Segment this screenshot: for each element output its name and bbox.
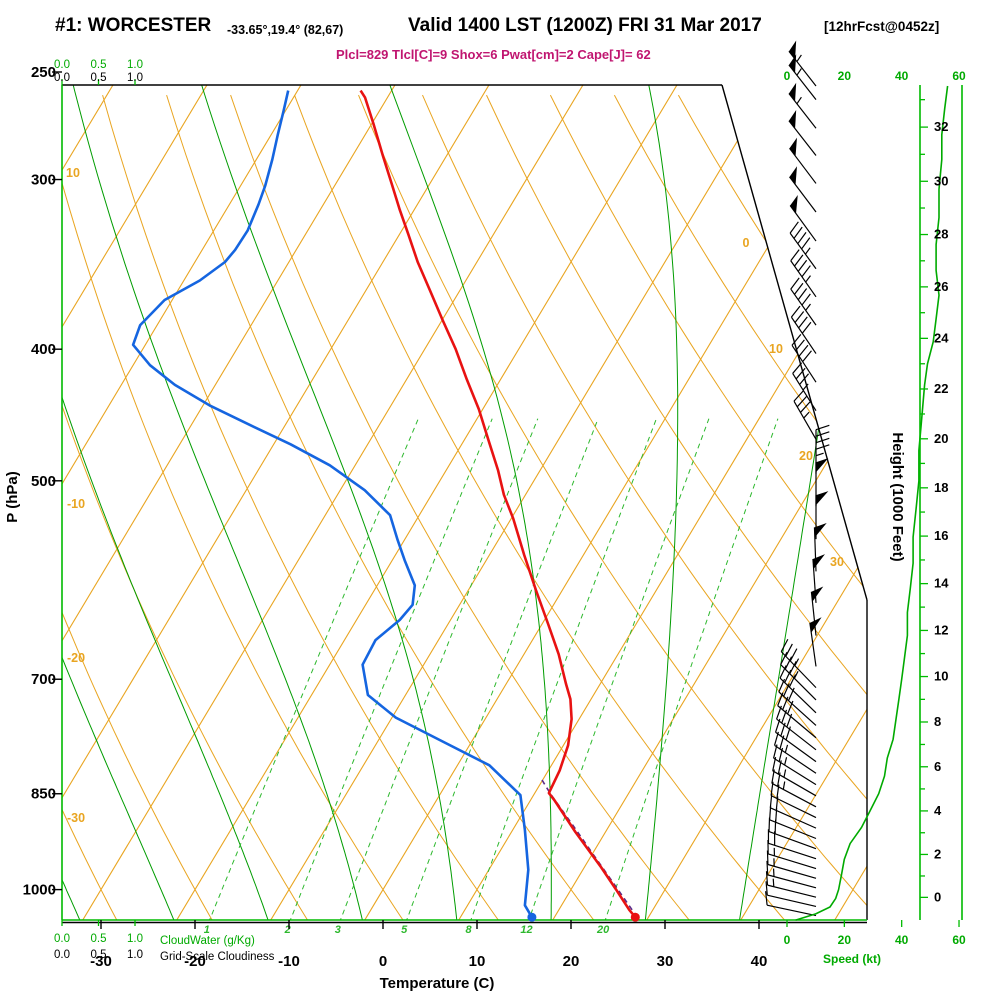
- temperature-tick-label: 10: [469, 953, 486, 970]
- pressure-tick-label: 850: [31, 786, 56, 803]
- forecast-tag: [12hrFcst@0452z]: [824, 19, 940, 34]
- pressure-tick-label: 400: [31, 341, 56, 358]
- height-tick-label: 0: [934, 889, 941, 904]
- isotherm-adiabat-labels: 10 -10 -20 -30 0 10 20 30: [66, 166, 844, 825]
- dewpoint-curve: [131, 90, 534, 918]
- temperature-axis: -30 -20 -10 0 10 20 30 40: [90, 920, 767, 970]
- station-title: #1: WORCESTER: [55, 15, 212, 36]
- height-tick-label: 6: [934, 759, 941, 774]
- pressure-tick-label: 500: [31, 473, 56, 490]
- isotherm-label: 20: [799, 449, 813, 463]
- height-tick-label: 26: [934, 279, 948, 294]
- dry-adiabat-label: -10: [67, 497, 85, 511]
- height-tick-label: 4: [934, 803, 942, 818]
- cloudwater-tick-label: 1.0: [127, 59, 143, 71]
- height-tick-label: 10: [934, 669, 948, 684]
- pressure-tick-label: 700: [31, 671, 56, 688]
- pressure-axis: 250 300 400 500 700 850 1000: [23, 64, 62, 899]
- mixing-ratio-label: 5: [401, 924, 408, 936]
- speed-tick-label: 60: [952, 69, 966, 83]
- cloudiness-tick-label: 0.5: [91, 72, 107, 84]
- speed-axis-title: Speed (kt): [823, 952, 881, 966]
- speed-tick-label: 60: [952, 933, 966, 947]
- height-tick-label: 24: [934, 330, 949, 345]
- temperature-tick-label: -20: [184, 953, 206, 970]
- cloudiness-tick-label: 0.0: [54, 72, 70, 84]
- pressure-tick-label: 250: [31, 64, 56, 81]
- temperature-tick-label: 20: [563, 953, 580, 970]
- isotherm-label: 10: [769, 342, 783, 356]
- temperature-tick-label: -30: [90, 953, 112, 970]
- speed-tick-label: 40: [895, 69, 909, 83]
- speed-tick-label: 20: [838, 69, 852, 83]
- surface-temperature-dot: [630, 912, 640, 922]
- cloudwater-tick-label: 0.0: [54, 59, 70, 71]
- mixing-ratio-label: 8: [465, 924, 472, 936]
- cloudiness-tick-label: 1.0: [127, 949, 143, 961]
- wind-speed-curve: [795, 85, 949, 921]
- pressure-tick-label: 300: [31, 172, 56, 189]
- dry-adiabat-label: 10: [66, 166, 80, 180]
- height-tick-label: 20: [934, 431, 948, 446]
- speed-tick-label: 20: [838, 933, 852, 947]
- cloudwater-tick-label: 0.5: [91, 59, 107, 71]
- dry-adiabat-grid: [62, 94, 867, 920]
- dry-adiabat-label: -30: [67, 811, 85, 825]
- cloud-scales: 0.00.00.50.51.01.00.00.00.50.51.01.0: [54, 59, 143, 961]
- height-tick-label: 22: [934, 381, 948, 396]
- height-tick-label: 28: [934, 227, 948, 242]
- mixing-ratio-label: 20: [596, 924, 610, 936]
- height-axis-title: Height (1000 Feet): [889, 432, 906, 561]
- wind-barbs: [765, 40, 830, 917]
- cloudwater-tick-label: 1.0: [127, 933, 143, 945]
- mixing-ratio-label: 2: [284, 924, 291, 936]
- cloudwater-tick-label: 0.0: [54, 933, 70, 945]
- cloudiness-tick-label: 0.0: [54, 949, 70, 961]
- cloudiness-tick-label: 1.0: [127, 72, 143, 84]
- pressure-axis-title: P (hPa): [4, 471, 21, 522]
- isotherm-label: 0: [743, 236, 750, 250]
- height-tick-label: 14: [934, 576, 949, 591]
- valid-time-title: Valid 1400 LST (1200Z) FRI 31 Mar 2017: [408, 15, 762, 36]
- cloudwater-scale-title: CloudWater (g/Kg): [160, 935, 255, 947]
- cloudiness-tick-label: 0.5: [91, 949, 107, 961]
- speed-tick-label: 40: [895, 933, 909, 947]
- height-tick-label: 12: [934, 622, 948, 637]
- height-tick-label: 18: [934, 480, 948, 495]
- isotherm-grid: [62, 85, 867, 920]
- speed-tick-label: 0: [784, 933, 791, 947]
- mixing-ratio-grid: [207, 418, 779, 920]
- mixing-ratio-label: 1: [204, 924, 210, 936]
- height-tick-label: 32: [934, 119, 948, 134]
- dry-adiabat-label: -20: [67, 651, 85, 665]
- station-coordinates: -33.65°,19.4° (82,67): [227, 23, 344, 37]
- cloudwater-tick-label: 0.5: [91, 933, 107, 945]
- height-tick-label: 2: [934, 846, 941, 861]
- parcel-path-curve: [540, 778, 638, 918]
- sounding-parameters: Plcl=829 Tlcl[C]=9 Shox=6 Pwat[cm]=2 Cap…: [336, 47, 651, 62]
- temperature-tick-label: 40: [751, 953, 768, 970]
- height-tick-label: 16: [934, 528, 948, 543]
- mixing-ratio-label: 12: [520, 924, 532, 936]
- temperature-curve: [359, 89, 637, 919]
- height-tick-label: 30: [934, 173, 948, 188]
- pressure-tick-label: 1000: [23, 882, 56, 899]
- mixing-ratio-labels: 1 2 3 5 8 12 20: [204, 924, 610, 936]
- temperature-tick-label: 30: [657, 953, 674, 970]
- mixing-ratio-label: 3: [335, 924, 341, 936]
- temperature-tick-label: -10: [278, 953, 300, 970]
- surface-dewpoint-dot: [527, 912, 537, 922]
- isotherm-label: 30: [830, 555, 844, 569]
- moist-adiabat-grid: [62, 85, 867, 920]
- temperature-tick-label: 0: [379, 953, 387, 970]
- height-tick-label: 8: [934, 714, 941, 729]
- temperature-axis-title: Temperature (C): [380, 975, 495, 992]
- speed-tick-label: 0: [784, 69, 791, 83]
- cloudiness-scale-title: Grid-Scale Cloudiness: [160, 951, 275, 963]
